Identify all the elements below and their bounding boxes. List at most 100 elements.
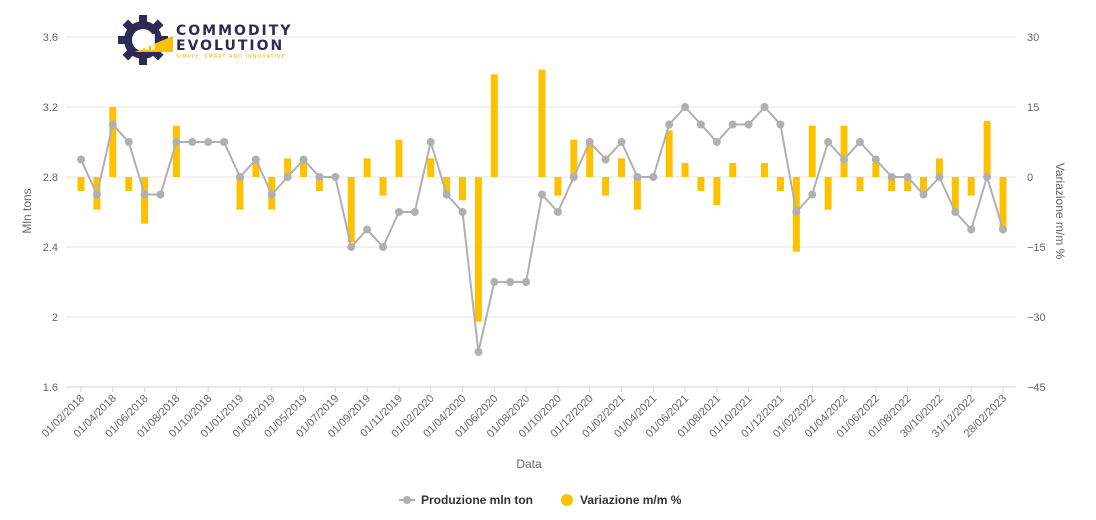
- variation-bar[interactable]: [554, 177, 562, 196]
- variation-bar[interactable]: [713, 177, 721, 205]
- production-point[interactable]: [808, 190, 817, 199]
- variation-bar[interactable]: [697, 177, 705, 191]
- production-point[interactable]: [776, 120, 785, 129]
- production-point[interactable]: [983, 173, 992, 181]
- production-point[interactable]: [665, 120, 674, 129]
- variation-bar[interactable]: [920, 177, 928, 191]
- variation-bar[interactable]: [315, 177, 323, 191]
- production-point[interactable]: [172, 138, 181, 146]
- production-point[interactable]: [840, 155, 849, 164]
- variation-bar[interactable]: [252, 158, 260, 177]
- production-point[interactable]: [490, 278, 499, 286]
- production-point[interactable]: [522, 278, 531, 286]
- variation-bar[interactable]: [888, 177, 896, 191]
- production-point[interactable]: [935, 173, 944, 181]
- production-point[interactable]: [824, 138, 833, 146]
- variation-bar[interactable]: [665, 130, 673, 177]
- variation-bar[interactable]: [824, 177, 832, 210]
- production-point[interactable]: [77, 155, 85, 164]
- production-point[interactable]: [712, 138, 721, 146]
- production-point[interactable]: [124, 138, 133, 146]
- variation-bar[interactable]: [951, 177, 959, 210]
- production-point[interactable]: [538, 190, 546, 199]
- variation-bar[interactable]: [77, 177, 85, 191]
- legend-item-variation[interactable]: Variazione m/m %: [561, 493, 682, 507]
- production-point[interactable]: [855, 138, 864, 146]
- production-point[interactable]: [617, 138, 626, 146]
- production-point[interactable]: [792, 208, 801, 216]
- production-point[interactable]: [156, 190, 165, 199]
- variation-bar[interactable]: [872, 163, 880, 177]
- production-point[interactable]: [140, 190, 149, 199]
- variation-bar[interactable]: [935, 158, 943, 177]
- production-point[interactable]: [92, 190, 101, 199]
- variation-bar[interactable]: [109, 107, 117, 177]
- production-point[interactable]: [999, 225, 1007, 234]
- production-point[interactable]: [410, 208, 419, 216]
- production-point[interactable]: [283, 173, 292, 181]
- variation-bar[interactable]: [729, 163, 737, 177]
- production-point[interactable]: [728, 120, 737, 129]
- variation-bar[interactable]: [300, 158, 308, 177]
- variation-bar[interactable]: [681, 163, 689, 177]
- production-point[interactable]: [919, 190, 928, 199]
- variation-bar[interactable]: [236, 177, 244, 210]
- production-point[interactable]: [696, 120, 705, 129]
- production-point[interactable]: [951, 208, 960, 216]
- production-point[interactable]: [188, 138, 197, 146]
- production-point[interactable]: [903, 173, 912, 181]
- production-point[interactable]: [426, 138, 435, 146]
- variation-bar[interactable]: [427, 158, 435, 177]
- variation-bar[interactable]: [490, 74, 498, 177]
- production-point[interactable]: [363, 225, 372, 234]
- legend-item-production[interactable]: Produzione mln ton: [399, 493, 533, 507]
- variation-bar[interactable]: [363, 158, 371, 177]
- production-point[interactable]: [760, 103, 769, 111]
- variation-bar[interactable]: [840, 125, 848, 177]
- production-point[interactable]: [442, 190, 451, 199]
- production-point[interactable]: [967, 225, 976, 234]
- production-point[interactable]: [204, 138, 213, 146]
- production-point[interactable]: [506, 278, 515, 286]
- production-point[interactable]: [569, 173, 578, 181]
- variation-bar[interactable]: [967, 177, 975, 196]
- variation-bar[interactable]: [459, 177, 467, 201]
- variation-bar[interactable]: [633, 177, 641, 210]
- production-point[interactable]: [474, 348, 483, 356]
- production-point[interactable]: [633, 173, 642, 181]
- production-point[interactable]: [744, 120, 753, 129]
- production-point[interactable]: [299, 155, 308, 164]
- variation-bar[interactable]: [904, 177, 912, 191]
- variation-bar[interactable]: [617, 158, 625, 177]
- production-point[interactable]: [220, 138, 229, 146]
- production-point[interactable]: [331, 173, 340, 181]
- production-point[interactable]: [315, 173, 324, 181]
- production-point[interactable]: [871, 155, 880, 164]
- variation-bar[interactable]: [808, 125, 816, 177]
- production-point[interactable]: [347, 243, 356, 251]
- variation-bar[interactable]: [443, 177, 451, 196]
- production-point[interactable]: [601, 155, 610, 164]
- variation-bar[interactable]: [347, 177, 355, 243]
- variation-bar[interactable]: [856, 177, 864, 191]
- variation-bar[interactable]: [172, 125, 180, 177]
- production-point[interactable]: [267, 190, 276, 199]
- variation-bar[interactable]: [983, 121, 991, 177]
- variation-bar[interactable]: [141, 177, 149, 224]
- variation-bar[interactable]: [776, 177, 784, 191]
- production-point[interactable]: [379, 243, 388, 251]
- production-point[interactable]: [235, 173, 244, 181]
- production-point[interactable]: [681, 103, 690, 111]
- variation-bar[interactable]: [586, 144, 594, 177]
- variation-bar[interactable]: [474, 177, 482, 322]
- production-point[interactable]: [649, 173, 658, 181]
- production-point[interactable]: [108, 120, 117, 129]
- variation-bar[interactable]: [125, 177, 133, 191]
- variation-bar[interactable]: [395, 139, 403, 177]
- variation-bar[interactable]: [570, 139, 578, 177]
- production-point[interactable]: [458, 208, 467, 216]
- production-point[interactable]: [585, 138, 594, 146]
- production-point[interactable]: [251, 155, 260, 164]
- variation-bar[interactable]: [761, 163, 769, 177]
- variation-bar[interactable]: [379, 177, 387, 196]
